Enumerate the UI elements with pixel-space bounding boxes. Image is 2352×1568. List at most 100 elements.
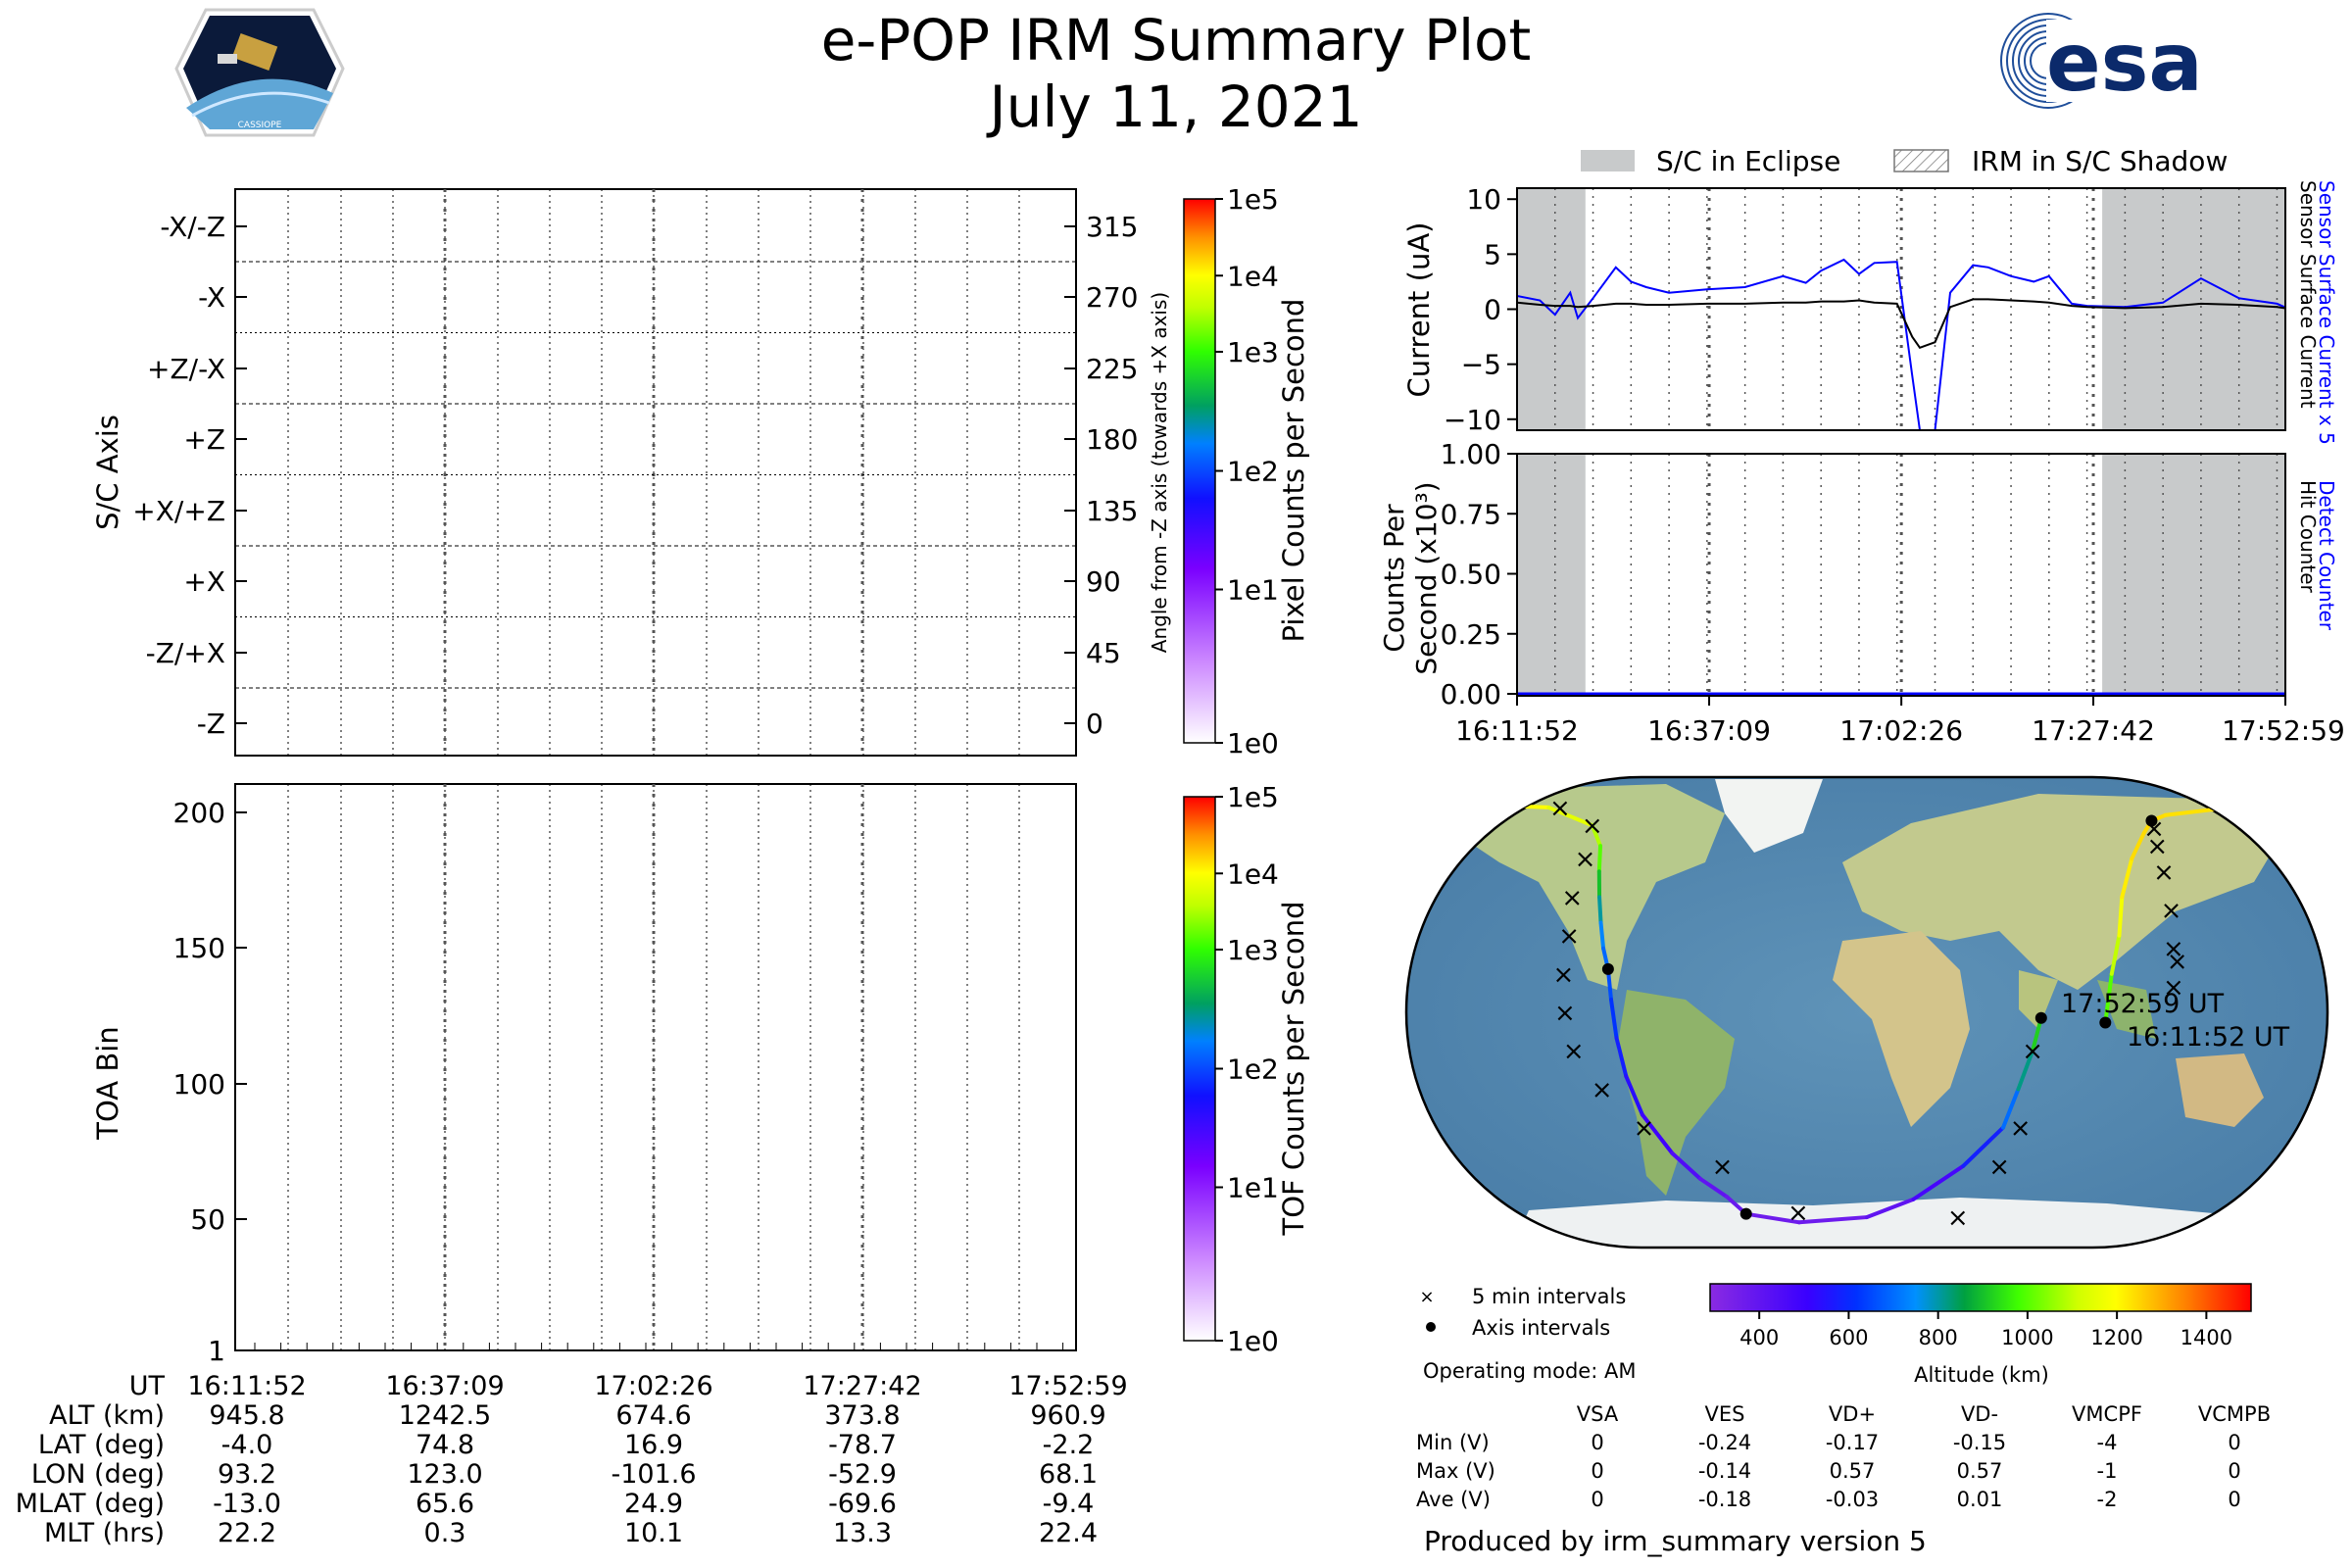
tof-colorbar-ticks: 1e5 1e4 1e3 1e2 1e1 1e0 (1215, 781, 1279, 1357)
ephemeris-cell: 1242.5 (399, 1400, 491, 1431)
esa-logo-text: esa (2046, 17, 2203, 110)
page-date: July 11, 2021 (989, 74, 1363, 140)
map-india (2019, 970, 2058, 1029)
track-segment (1911, 1163, 1966, 1201)
map-land (1470, 779, 2283, 1248)
altitude-colorbar-bar (1709, 1283, 2252, 1312)
counts-ytick-label: 0.00 (1441, 678, 1501, 710)
current-eclipse-band (2102, 188, 2285, 430)
track-segment (2109, 933, 2122, 976)
counts-ytick-label: 0.50 (1441, 559, 1501, 591)
counts-xticks: 16:11:52 16:37:09 17:02:26 17:27:42 17:52:59 (1455, 696, 2345, 747)
track-segment (1624, 1074, 1644, 1117)
voltage-stats-table: VSA VES VD+ VD- VMCPF VCMPB Min (V) 0 -0.24 -0.1… (1416, 1399, 2298, 1513)
axis-marks (1601, 814, 2158, 1220)
map-africa (1833, 931, 1970, 1127)
sensor-current-x5-line (1517, 258, 2285, 430)
stats-value: 0 (2228, 1458, 2241, 1483)
track-segment (2001, 1087, 2021, 1130)
pixel-colorbar (1183, 198, 1216, 744)
stats-value: -0.24 (1697, 1430, 1752, 1454)
colorbar-tick-label: 1e3 (1227, 336, 1279, 368)
ephemeris-cell: 945.8 (209, 1400, 284, 1431)
ephemeris-cell: 93.2 (218, 1459, 276, 1490)
sc-axis-grid (235, 189, 1076, 756)
counts-right-label-black: Hit Counter (2296, 480, 2320, 593)
track-segment (2117, 895, 2125, 938)
counts-ytick-label: 0.75 (1441, 498, 1501, 530)
stats-value: -0.03 (1825, 1487, 1880, 1511)
counts-xtick-label: 16:37:09 (1647, 714, 1771, 747)
stats-header-cell (1416, 1399, 1534, 1428)
ephemeris-cell: 22.4 (1039, 1518, 1098, 1548)
map-south-america (1617, 990, 1735, 1196)
stats-header-cell: VMCPF (2072, 1401, 2142, 1426)
track-segment (1614, 1036, 1629, 1079)
ephemeris-cell: 17:52:59 (1008, 1371, 1127, 1401)
track-segment (2120, 857, 2134, 900)
colorbar-tick-label: 1e2 (1227, 456, 1279, 488)
stats-value: 0.57 (1956, 1458, 2003, 1483)
eclipse-legend-swatch (1581, 150, 1635, 172)
operating-mode: Operating mode: AM (1423, 1359, 1636, 1383)
cassiope-logo-text: CASSIOPE (238, 121, 282, 130)
five-min-mark: × (2153, 858, 2175, 887)
ephemeris-cell: -4.0 (221, 1430, 273, 1460)
map-border (1404, 775, 2329, 1250)
current-ytick-label: −5 (1461, 349, 1501, 381)
five-min-mark: × (1947, 1203, 1969, 1233)
colorbar-tick-label: 1e3 (1227, 934, 1279, 966)
axis-mark (1601, 962, 1614, 975)
sc-right-tick-label: 45 (1086, 637, 1121, 669)
altitude-tick-label: 1200 (2090, 1326, 2142, 1349)
map-end-label: 17:52:59 UT (2061, 989, 2225, 1019)
toa-tick-label: 1 (208, 1335, 225, 1367)
map-start-label: 16:11:52 UT (2127, 1022, 2290, 1053)
ephemeris-cell: 16:37:09 (385, 1371, 504, 1401)
track-segment (2103, 971, 2114, 1025)
altitude-colorbar: 400 600 800 1000 1200 1400 Altitude (km) (1709, 1283, 2252, 1387)
stats-value: 0 (2228, 1430, 2241, 1454)
stats-body: Min (V) 0 -0.24 -0.17 -0.15 -4 0 Max (V) 0 -0.14 0… (1416, 1428, 2298, 1513)
five-min-mark: × (1561, 883, 1583, 912)
sc-axis-right-ticks: 315 270 225 180 135 90 45 0 (1064, 211, 1138, 740)
counts-xtick-label: 17:02:26 (1839, 714, 1963, 747)
altitude-tick-label: 400 (1740, 1326, 1779, 1349)
current-eclipse-band (1517, 188, 1586, 430)
colorbar-tick-label: 1e1 (1227, 1171, 1279, 1203)
map-antarctica (1509, 1198, 2254, 1248)
eclipse-legend-label: S/C in Eclipse (1656, 145, 1840, 177)
counts-ylabel-2: Second (x10³) (1410, 481, 1443, 674)
axis-legend-marker (1426, 1322, 1436, 1332)
sc-right-tick-label: 225 (1086, 353, 1138, 385)
sc-right-tick-label: 270 (1086, 281, 1138, 314)
track-segment (1698, 1176, 1730, 1200)
five-min-mark: × (1712, 1152, 1734, 1182)
colorbar-tick-label: 1e0 (1227, 1325, 1279, 1357)
toa-tick-label: 200 (173, 797, 225, 829)
track-segment (1546, 805, 1594, 828)
sc-left-tick-label: +Z/-X (147, 353, 225, 385)
colorbar-tick-label: 1e5 (1227, 183, 1279, 216)
map-greenland (1715, 779, 1823, 853)
ephemeris-cell: -52.9 (828, 1459, 897, 1490)
stats-row: Ave (V) 0 -0.18 -0.03 0.01 -2 0 (1416, 1485, 2298, 1513)
ephemeris-cell: -9.4 (1043, 1489, 1095, 1519)
stats-row-label: Ave (V) (1416, 1487, 1491, 1511)
current-ytick-label: 10 (1466, 183, 1501, 216)
cassiope-logo: CASSIOPE (174, 8, 345, 137)
map-southeast-asia (2097, 980, 2156, 1039)
toa-ylabel: TOA Bin (91, 1026, 124, 1140)
current-ytick-label: 0 (1484, 294, 1501, 326)
counts-ylabel-1: Counts Per (1378, 504, 1410, 653)
ephemeris-cell: 10.1 (624, 1518, 683, 1548)
colorbar-tick-label: 1e2 (1227, 1054, 1279, 1086)
ephemeris-cell: 13.3 (833, 1518, 892, 1548)
ephemeris-cell: -78.7 (828, 1430, 897, 1460)
colorbar-tick-label: 1e5 (1227, 781, 1279, 813)
current-gridlines (1554, 188, 2278, 430)
page-title: e-POP IRM Summary Plot (820, 7, 1532, 74)
counts-eclipse-bands (1517, 454, 2285, 696)
sc-axis-frame (234, 188, 1077, 757)
sc-right-tick-label: 315 (1086, 211, 1138, 243)
